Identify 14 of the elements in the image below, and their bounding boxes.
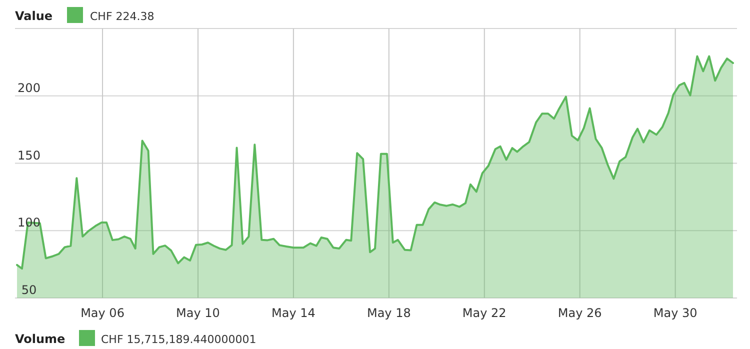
x-tick-label: May 18 [366, 306, 411, 320]
legend-label: Value [15, 9, 53, 23]
y-tick-label: 150 [18, 148, 40, 162]
text: CHF 224.38 [90, 10, 154, 23]
x-tick-label: May 10 [176, 306, 220, 320]
x-tick-label: May 26 [558, 306, 602, 320]
x-tick-label: May 14 [272, 306, 316, 320]
y-tick-label: 50 [21, 283, 37, 297]
text: Volume [15, 332, 66, 346]
x-tick-label: May 06 [80, 306, 124, 320]
x-tick-label: May 22 [462, 306, 506, 320]
y-tick-label: 200 [18, 80, 40, 95]
text: CHF 15,715,189.440000001 [101, 333, 256, 346]
x-tick-label: May 30 [653, 306, 698, 320]
